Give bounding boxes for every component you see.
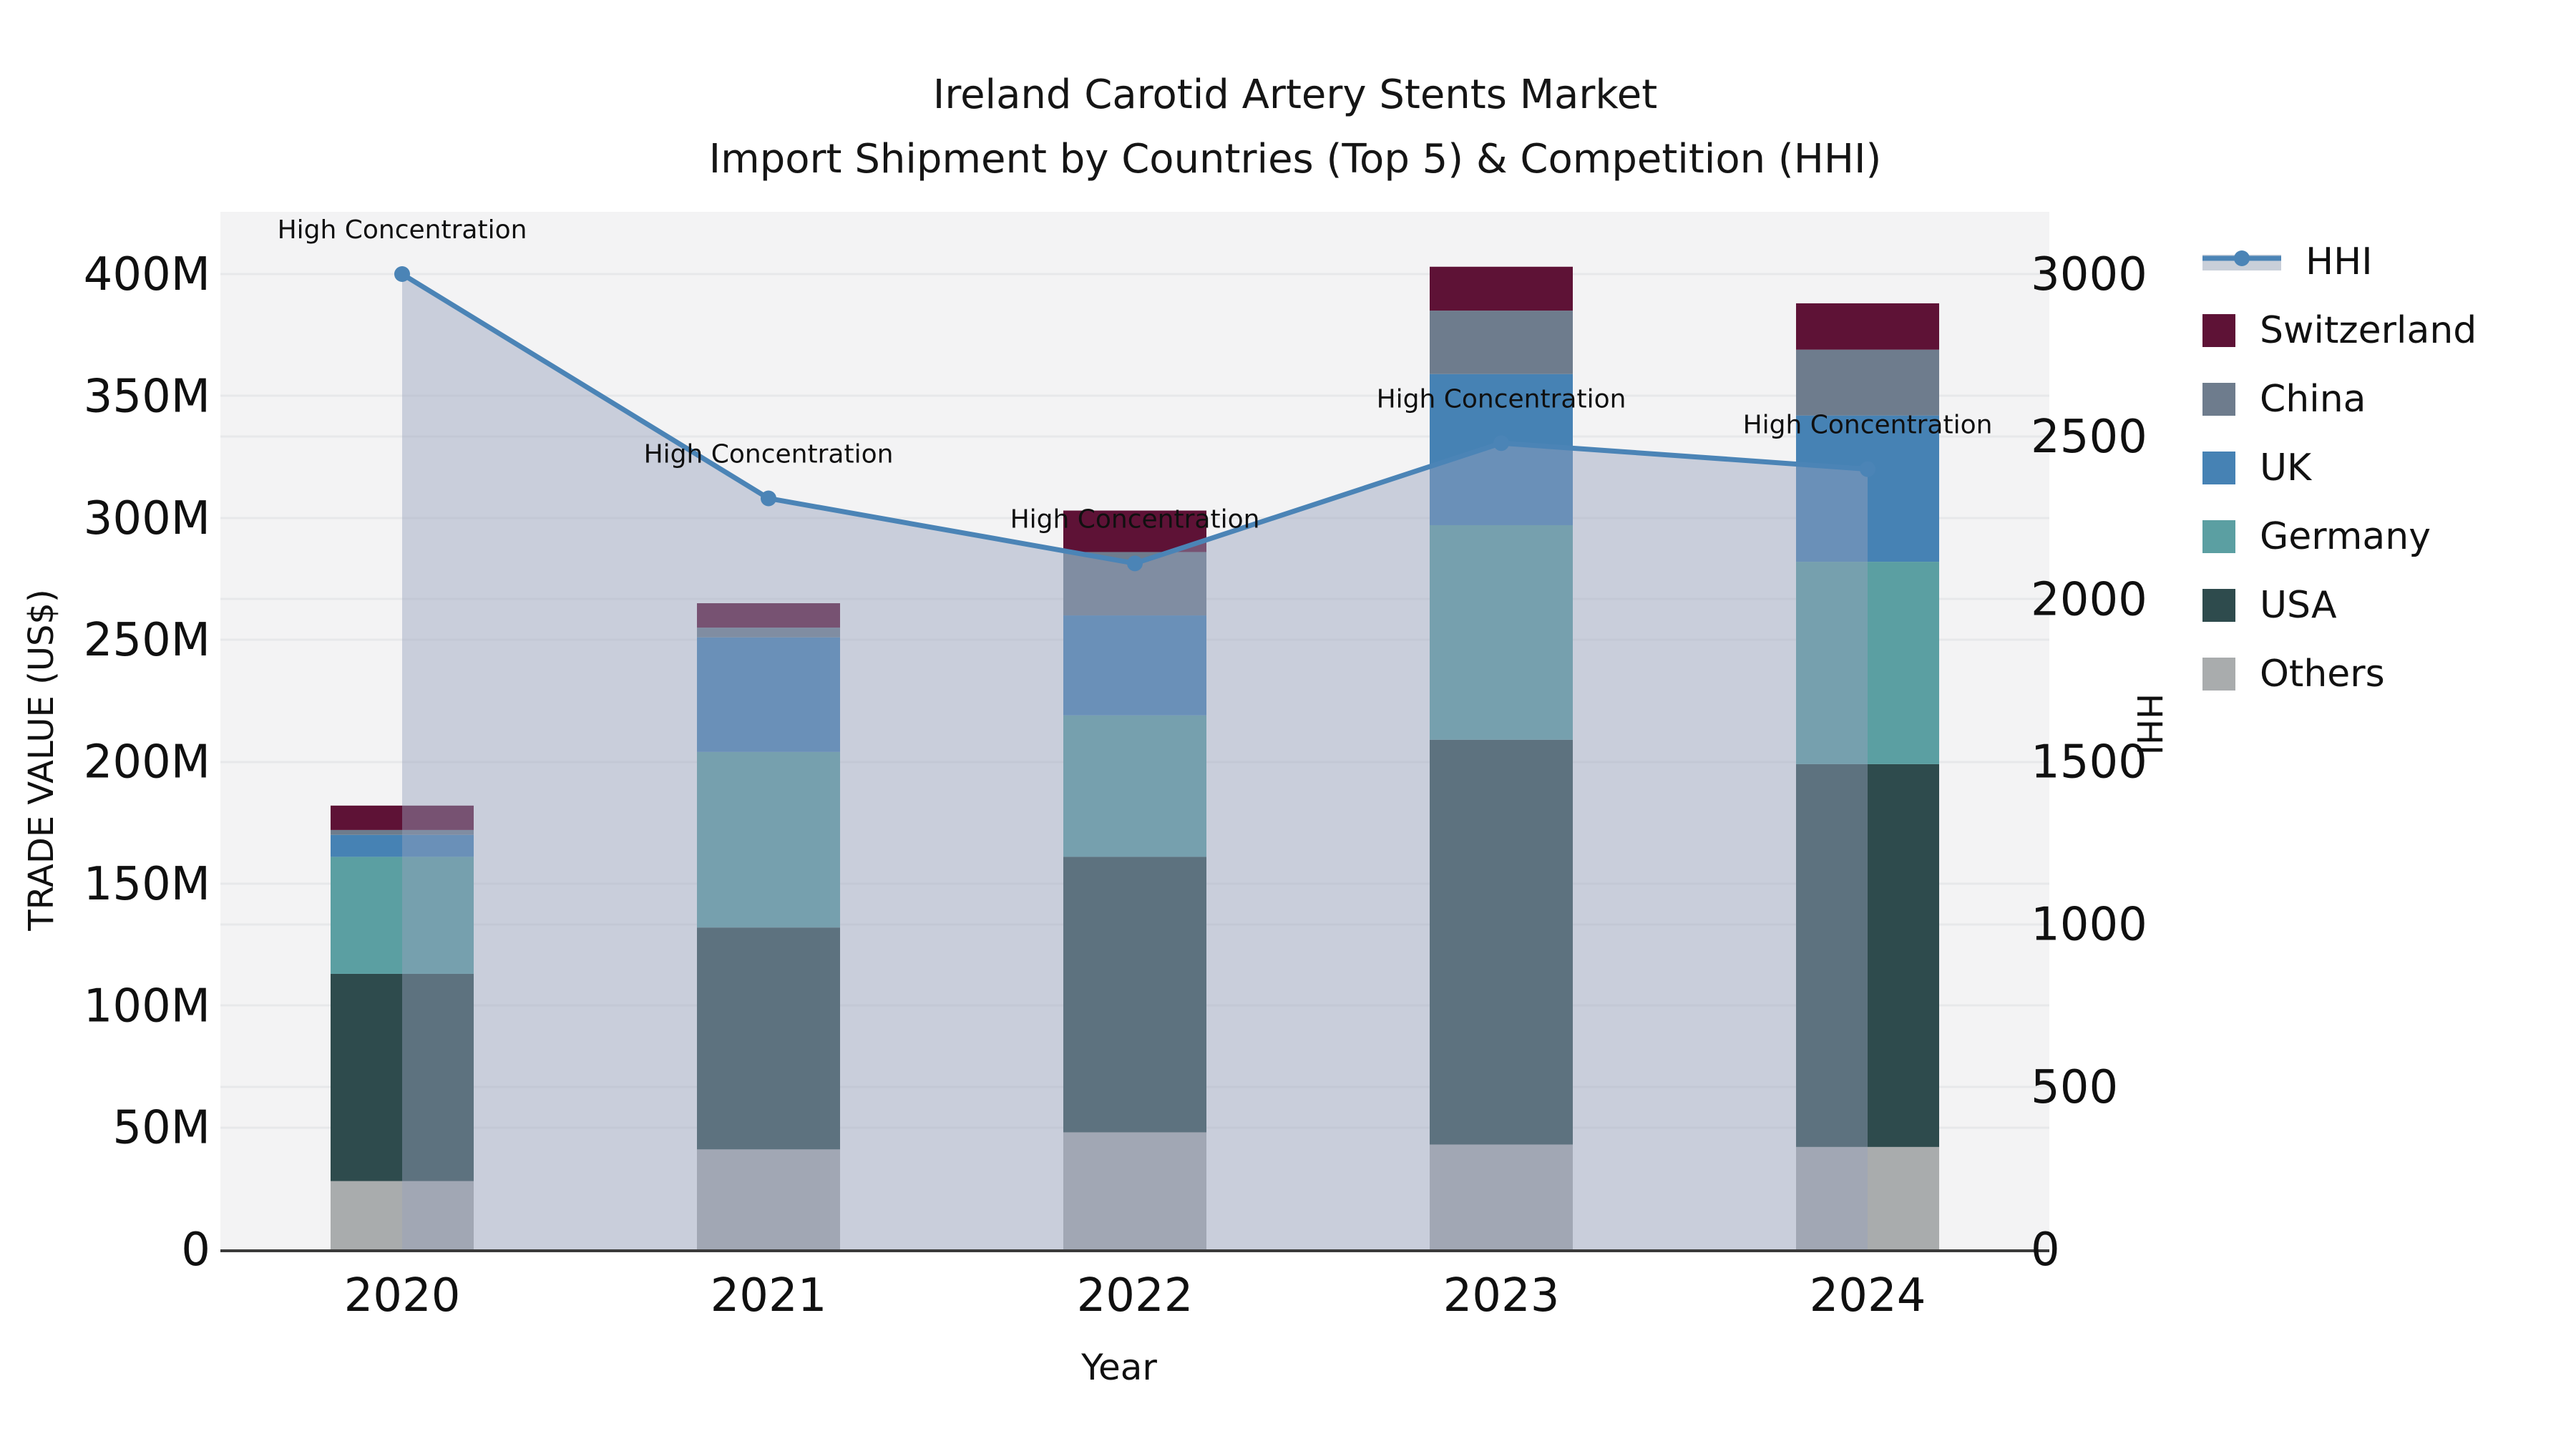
legend-label-usa: USA	[2260, 584, 2337, 627]
y-right-tick-1000: 1000	[2031, 899, 2147, 952]
annotation-high-concentration-2024: High Concentration	[1743, 411, 1993, 440]
y-left-tick-400M: 400M	[84, 248, 210, 301]
legend-item-switzerland: Switzerland	[2202, 296, 2477, 365]
x-tick-2024: 2024	[1810, 1269, 1926, 1322]
legend-marker-dot	[2234, 250, 2250, 266]
y-right-tick-3000: 3000	[2031, 248, 2147, 301]
chart-title-line1: Ireland Carotid Artery Stents Market	[932, 72, 1658, 118]
annotation-high-concentration-2022: High Concentration	[1010, 504, 1260, 534]
legend-item-usa: USA	[2202, 571, 2477, 640]
y-left-tick-250M: 250M	[84, 614, 210, 667]
y-right-tick-500: 500	[2031, 1061, 2118, 1114]
y-right-tick-1500: 1500	[2031, 736, 2147, 789]
bar-segment-germany-2021	[697, 751, 840, 928]
y-left-tick-300M: 300M	[84, 492, 210, 545]
legend-item-hhi: HHI	[2202, 228, 2477, 296]
bar-segment-china-2020	[331, 829, 474, 835]
bar-segment-uk-2021	[697, 637, 840, 752]
legend-swatch-china	[2202, 383, 2235, 416]
legend-label-china: China	[2260, 378, 2366, 421]
legend-swatch-others	[2202, 658, 2235, 691]
y-left-tick-150M: 150M	[84, 858, 210, 911]
y-left-tick-0: 0	[181, 1224, 210, 1277]
legend-item-germany: Germany	[2202, 502, 2477, 571]
legend-label-germany: Germany	[2260, 515, 2431, 558]
annotation-high-concentration-2021: High Concentration	[644, 439, 894, 469]
hhi-marker-2020	[394, 266, 410, 282]
bar-segment-china-2021	[697, 628, 840, 638]
x-tick-2022: 2022	[1077, 1269, 1194, 1322]
bar-segment-germany-2023	[1430, 525, 1573, 740]
y-right-tick-2000: 2000	[2031, 573, 2147, 626]
hhi-marker-2022	[1127, 555, 1143, 572]
y-left-tick-50M: 50M	[112, 1102, 210, 1155]
legend-swatch-usa	[2202, 589, 2235, 622]
y-right-tick-2500: 2500	[2031, 411, 2147, 464]
bar-segment-others-2022	[1063, 1132, 1206, 1249]
x-tick-2023: 2023	[1443, 1269, 1560, 1322]
x-tick-2020: 2020	[344, 1269, 461, 1322]
bar-segment-germany-2020	[331, 857, 474, 974]
bar-segment-uk-2022	[1063, 615, 1206, 716]
chart-title: Ireland Carotid Artery Stents Market Imp…	[544, 63, 2046, 191]
bar-segment-switzerland-2020	[331, 805, 474, 830]
bar-segment-usa-2024	[1796, 763, 1939, 1147]
bar-segment-others-2024	[1796, 1146, 1939, 1249]
bar-segment-germany-2024	[1796, 562, 1939, 764]
bar-segment-usa-2022	[1063, 857, 1206, 1133]
legend-item-others: Others	[2202, 640, 2477, 708]
hhi-marker-2023	[1493, 435, 1509, 452]
legend-swatch-germany	[2202, 520, 2235, 553]
bar-segment-switzerland-2023	[1430, 266, 1573, 311]
bar-segment-switzerland-2021	[697, 603, 840, 628]
bar-segment-china-2023	[1430, 311, 1573, 374]
bar-segment-others-2021	[697, 1149, 840, 1249]
legend-hhi-line-sample	[2202, 250, 2281, 270]
legend-swatch-uk	[2202, 452, 2235, 484]
hhi-area-fill	[402, 274, 1868, 1249]
legend-label-others: Others	[2260, 653, 2385, 696]
legend-item-uk: UK	[2202, 434, 2477, 502]
legend: HHI Switzerland China UK Germany USA Others	[2202, 228, 2477, 708]
bar-segment-usa-2020	[331, 973, 474, 1181]
bar-segment-usa-2023	[1430, 739, 1573, 1145]
x-tick-2021: 2021	[711, 1269, 827, 1322]
y-left-tick-350M: 350M	[84, 370, 210, 423]
legend-label-uk: UK	[2260, 447, 2312, 489]
bar-segment-usa-2021	[697, 927, 840, 1150]
bar-segment-others-2020	[331, 1181, 474, 1249]
y-left-tick-200M: 200M	[84, 736, 210, 789]
annotation-high-concentration-2023: High Concentration	[1377, 384, 1626, 414]
legend-item-china: China	[2202, 365, 2477, 434]
chart-title-line2: Import Shipment by Countries (Top 5) & C…	[708, 135, 1882, 182]
bar-segment-others-2023	[1430, 1144, 1573, 1249]
bar-segment-uk-2024	[1796, 415, 1939, 562]
hhi-marker-2024	[1860, 461, 1875, 477]
x-axis-label: Year	[1081, 1347, 1157, 1388]
legend-swatch-switzerland	[2202, 314, 2235, 347]
annotation-high-concentration-2020: High Concentration	[278, 215, 527, 245]
hhi-marker-2021	[761, 490, 776, 507]
legend-label-switzerland: Switzerland	[2260, 309, 2477, 352]
y-left-tick-100M: 100M	[84, 980, 210, 1033]
y-right-tick-0: 0	[2031, 1224, 2060, 1277]
bar-segment-uk-2020	[331, 834, 474, 857]
legend-label-hhi: HHI	[2306, 240, 2373, 283]
bar-segment-switzerland-2024	[1796, 303, 1939, 350]
bar-segment-germany-2022	[1063, 715, 1206, 857]
bar-segment-china-2024	[1796, 349, 1939, 416]
